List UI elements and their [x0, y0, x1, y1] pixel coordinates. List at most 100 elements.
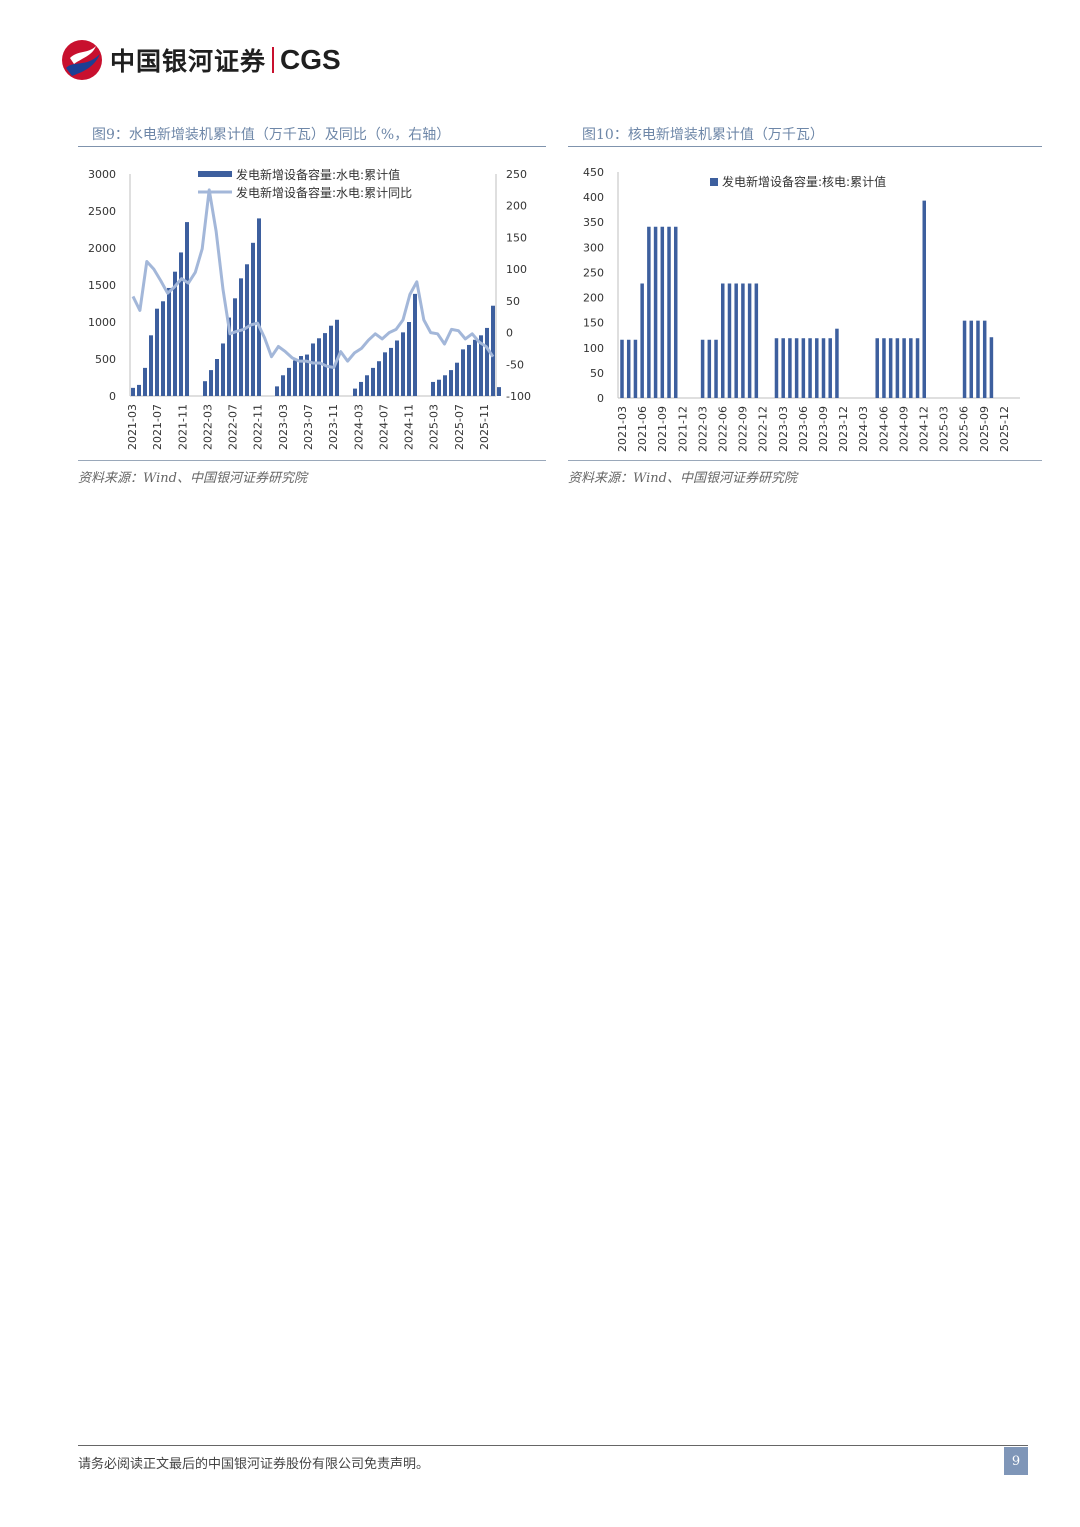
chart10-bar: [747, 283, 752, 398]
chart9-y-right-tick-label: 100: [506, 263, 527, 276]
chart9-bar: [221, 343, 225, 396]
chart10-y-tick-label: 400: [583, 191, 604, 204]
chart10-nuclear-chart: 450 400 350 300 250 200 150 100 50 0 2021-03 2021-0…: [583, 166, 1020, 452]
chart9-y-left-tick-label: 2000: [88, 242, 116, 255]
chart10-bar: [828, 338, 832, 398]
chart9-x-tick-label: 2023-03: [277, 404, 290, 450]
chart9-y-left-tick-label: 2500: [88, 205, 116, 218]
chart10-x-tick-label: 2021-06: [636, 406, 649, 452]
chart9-y-right-tick-label: 150: [506, 231, 527, 244]
chart10-x-tick-label: 2021-09: [656, 406, 669, 452]
chart9-bar: [227, 317, 231, 396]
chart9-bar: [431, 381, 435, 396]
chart10-bar: [734, 283, 738, 398]
chart10-bar: [620, 339, 624, 398]
chart10-source: 资料来源：Wind、中国银河证券研究院: [568, 471, 797, 486]
chart10-bar: [640, 283, 644, 398]
chart9-title: 图9：水电新增装机累计值（万千瓦）及同比（%，右轴）: [92, 127, 451, 143]
chart9-y-left-tick-label: 500: [95, 353, 116, 366]
chart10-bar: [989, 337, 994, 398]
brand-name-cn: 中国银河证券: [110, 47, 267, 76]
chart10-bar: [714, 339, 718, 398]
chart9-bar: [305, 354, 309, 396]
chart9-y-left-tick-label: 0: [109, 390, 116, 403]
chart9-bottom-rule: [78, 460, 546, 461]
chart9-bar: [233, 298, 237, 396]
chart10-bar: [835, 328, 839, 398]
chart9-x-tick-label: 2025-07: [453, 404, 466, 450]
footer-disclaimer: 请务必阅读正文最后的中国银河证券股份有限公司免责声明。: [78, 1457, 430, 1472]
chart9-x-tick-label: 2024-03: [352, 404, 365, 450]
chart10-bar: [721, 283, 725, 398]
chart9-bar: [479, 335, 483, 396]
chart10-x-tick-label: 2025-12: [998, 406, 1011, 452]
chart9-bar: [395, 340, 399, 396]
chart10-bar: [788, 338, 792, 398]
chart10-x-tick-label: 2022-06: [717, 406, 730, 452]
chart10-bar: [815, 338, 819, 398]
chart10-x-tick-label: 2022-09: [737, 406, 750, 452]
chart9-title-rule: [78, 146, 546, 147]
chart9-bar: [413, 293, 417, 396]
chart9-y-right-tick-label: -50: [506, 358, 524, 371]
chart9-x-tick-label: 2022-11: [252, 404, 265, 450]
chart9-bar: [311, 343, 315, 396]
chart9-bar: [161, 301, 165, 396]
chart9-bar: [407, 322, 411, 396]
chart10-bar: [976, 320, 980, 398]
chart10-bar: [647, 226, 651, 398]
chart9-bar: [239, 278, 243, 396]
chart10-x-tick-label: 2025-06: [958, 406, 971, 452]
chart10-bar: [754, 283, 759, 398]
chart10-bar: [741, 283, 745, 398]
chart9-legend-bar-swatch: [198, 171, 232, 177]
brand-name-en: CGS: [280, 44, 341, 75]
chart9-x-tick-label: 2024-07: [377, 404, 390, 450]
chart10-x-tick-label: 2024-06: [877, 406, 890, 452]
chart10-bar: [808, 338, 812, 398]
chart10-bar: [882, 338, 886, 398]
chart9-y-right-tick-label: 200: [506, 200, 527, 213]
chart9-x-tick-label: 2021-07: [151, 404, 164, 450]
chart10-bar: [909, 338, 913, 398]
chart10-y-tick-label: 150: [583, 317, 604, 330]
chart10-x-tick-label: 2023-03: [777, 406, 790, 452]
chart10-y-tick-label: 200: [583, 292, 604, 305]
chart10-bar: [707, 339, 712, 398]
chart9-x-tick-label: 2021-03: [126, 404, 139, 450]
chart10-y-tick-label: 0: [597, 392, 604, 405]
chart9-y-left-tick-label: 1500: [88, 279, 116, 292]
chart9-yoy-line: [131, 188, 495, 369]
chart9-bar: [461, 349, 465, 396]
chart10-bar: [895, 338, 900, 398]
chart9-x-tick-label: 2023-07: [302, 404, 315, 450]
chart9-hydro-chart: 300025002000150010005000250200150100500-…: [88, 167, 531, 450]
chart9-y-right-tick-label: 50: [506, 295, 520, 308]
chart9-y-right-tick-label: 0: [506, 327, 513, 340]
chart9-bar: [371, 367, 375, 396]
chart9-bar: [257, 218, 261, 396]
chart9-bar: [167, 287, 171, 396]
chart9-bar: [365, 375, 369, 396]
chart9-y-left-tick-label: 1000: [88, 316, 116, 329]
chart9-bar: [437, 379, 441, 396]
chart9-bar: [215, 359, 219, 396]
chart10-bar: [794, 338, 799, 398]
chart10-bar: [801, 338, 806, 398]
chart9-bar: [251, 242, 255, 396]
chart9-x-tick-label: 2023-11: [327, 404, 340, 450]
chart10-bar: [633, 339, 638, 398]
chart9-bar: [359, 381, 363, 396]
chart10-x-tick-label: 2021-03: [616, 406, 629, 452]
chart9-x-tick-label: 2022-03: [201, 404, 214, 450]
chart10-bar: [982, 320, 987, 398]
chart10-bar: [653, 226, 658, 398]
chart10-bar: [902, 338, 906, 398]
chart9-bar: [473, 339, 477, 396]
footer-rule: [78, 1445, 1028, 1446]
chart10-bar: [922, 200, 926, 398]
chart9-y-left-tick-label: 3000: [88, 168, 116, 181]
chart10-bottom-rule: [568, 460, 1042, 461]
chart10-bar: [821, 338, 826, 398]
chart9-bar: [209, 370, 213, 396]
